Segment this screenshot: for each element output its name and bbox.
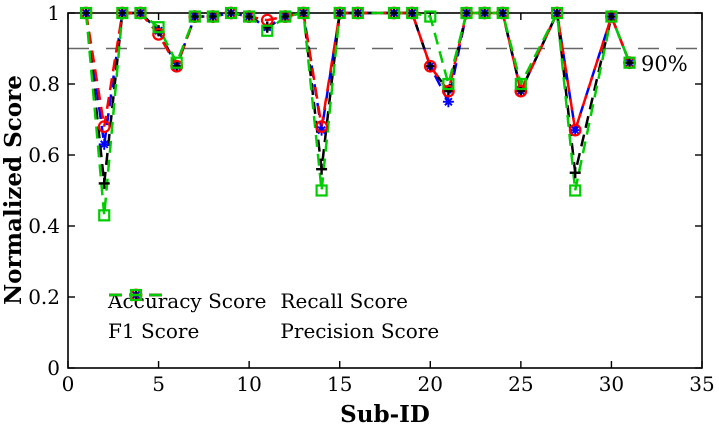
y-tick-label: 0 — [47, 356, 60, 380]
asterisk-marker-icon — [570, 125, 580, 135]
square-marker-icon — [351, 6, 364, 20]
square-marker-icon — [188, 10, 201, 23]
square-line-sample — [109, 288, 163, 302]
square-marker-icon — [569, 184, 582, 197]
legend-item-recall-score: Recall Score — [109, 288, 439, 313]
square-marker-icon — [315, 184, 328, 197]
legend: Accuracy Score F1 Score Recall Score Precis… — [108, 286, 439, 346]
square-marker-icon — [442, 77, 455, 91]
square-marker-icon — [406, 6, 419, 20]
precision-score-line — [84, 8, 631, 216]
threshold-label: 90% — [641, 52, 688, 76]
y-tick-label: 1 — [47, 1, 60, 25]
y-tick-label: 0.2 — [28, 285, 60, 309]
square-marker-icon — [460, 6, 473, 20]
square-marker-icon — [134, 6, 147, 20]
square-marker-icon — [496, 6, 509, 20]
square-marker-icon — [478, 6, 491, 20]
square-marker-icon — [605, 10, 618, 23]
circle-marker-icon — [97, 120, 111, 133]
square-marker-icon — [279, 10, 292, 23]
square-marker-icon — [333, 6, 346, 20]
square-marker-icon — [206, 10, 220, 23]
legend-item-label: Precision Score — [280, 319, 440, 343]
legend-item-precision-score: Precision Score — [109, 288, 440, 343]
square-marker-icon — [261, 24, 274, 37]
x-tick-label: 15 — [327, 372, 352, 396]
x-tick-label: 10 — [236, 372, 261, 396]
f1-score-line — [84, 8, 631, 184]
square-marker-icon — [424, 10, 437, 23]
x-tick-label: 30 — [599, 372, 624, 396]
square-marker-icon — [152, 21, 165, 34]
y-axis-label: Normalized Score — [0, 75, 27, 305]
x-tick-label: 0 — [62, 372, 75, 396]
circle-marker-icon — [514, 84, 528, 98]
x-tick-label: 35 — [689, 372, 714, 396]
recall-score-line — [84, 8, 631, 131]
square-marker-icon — [623, 56, 636, 69]
circle-marker-icon — [423, 59, 437, 73]
asterisk-marker-icon — [100, 140, 109, 149]
square-marker-icon — [297, 6, 310, 20]
square-marker-icon — [514, 77, 527, 91]
circle-marker-icon — [568, 123, 582, 137]
square-marker-icon — [387, 6, 401, 20]
square-marker-icon — [550, 6, 564, 20]
square-marker-icon — [80, 6, 93, 20]
x-axis-label: Sub-ID — [340, 401, 430, 428]
square-marker-icon — [116, 6, 129, 20]
legend-item-label: Recall Score — [280, 289, 408, 313]
y-tick-label: 0.8 — [28, 72, 60, 96]
square-marker-icon — [129, 288, 143, 302]
x-tick-label: 25 — [508, 372, 533, 396]
square-marker-icon — [224, 6, 238, 20]
legend-item-label: F1 Score — [108, 319, 200, 343]
circle-marker-icon — [315, 120, 329, 133]
asterisk-marker-icon — [444, 97, 453, 106]
x-tick-label: 5 — [152, 372, 165, 396]
circle-marker-icon — [152, 27, 165, 41]
square-marker-icon — [170, 56, 183, 69]
square-marker-icon — [98, 209, 111, 222]
y-tick-label: 0.6 — [28, 143, 60, 167]
legend-item-f1-score: F1 Score — [108, 289, 266, 343]
square-marker-icon — [243, 10, 256, 23]
x-tick-label: 20 — [418, 372, 443, 396]
y-tick-label: 0.4 — [28, 214, 60, 238]
circle-marker-icon — [442, 84, 455, 98]
